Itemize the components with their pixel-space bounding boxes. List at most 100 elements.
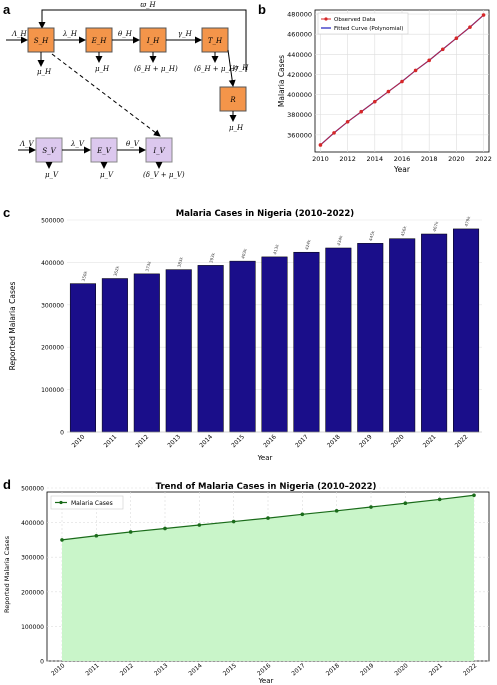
data-point-observed	[359, 109, 364, 114]
legend-label-observed: Observed Data	[334, 17, 375, 23]
compartment-diagram: ϖ_H S_H E_H I_H T_H R Λ_H λ_H θ_H γ_H σ_…	[6, 1, 249, 179]
legend-marker-observed	[324, 17, 328, 21]
y-tick-label: 400000	[41, 260, 64, 267]
data-point-observed	[373, 99, 377, 104]
data-point	[300, 512, 305, 517]
y-tick-label: 360000	[287, 131, 312, 139]
x-tick-label: 2012	[339, 155, 356, 163]
x-tick-label: 2018	[325, 662, 341, 677]
y-axis-label: Malaria Cases	[277, 55, 286, 107]
y-tick-label: 100000	[41, 387, 64, 394]
x-tick-label: 2020	[448, 155, 465, 163]
vector-ei-label: θ_V	[126, 140, 140, 148]
x-tick-label: 2021	[422, 433, 438, 449]
data-point-observed	[332, 131, 336, 135]
bar-data-label: 373k	[144, 260, 152, 272]
node-label: R	[229, 96, 236, 104]
panel-label-c: c	[3, 205, 11, 220]
x-tick-label: 2012	[134, 433, 150, 449]
legend-marker	[59, 500, 63, 505]
node-label: S_V	[42, 147, 56, 155]
data-point-observed	[400, 79, 404, 84]
flow-it-label: γ_H	[178, 30, 193, 38]
data-point-observed	[481, 13, 486, 17]
legend-label-fitted: Fitted Curve (Polynomial)	[334, 26, 403, 32]
bar-data-label: 403k	[240, 247, 248, 259]
bar	[293, 251, 320, 433]
x-tick-label: 2020	[393, 662, 409, 677]
data-point-observed	[345, 119, 350, 124]
x-tick-label: 2017	[290, 662, 306, 677]
bar	[421, 233, 448, 433]
data-point-observed	[318, 143, 323, 147]
y-tick-label: 0	[60, 430, 64, 437]
chart-title: Trend of Malaria Cases in Nigeria (2010–…	[156, 482, 377, 492]
x-tick-label: 2012	[119, 662, 135, 677]
data-point	[266, 516, 270, 520]
x-axis-label: Year	[258, 677, 274, 685]
data-point	[128, 530, 133, 534]
area-fill	[62, 495, 474, 661]
x-tick-label: 2022	[462, 662, 478, 677]
data-point	[197, 523, 202, 527]
bar	[69, 283, 96, 433]
x-tick-label: 2010	[71, 433, 87, 449]
node-label: S_H	[34, 37, 49, 45]
chart-title: Malaria Cases in Nigeria (2010–2022)	[176, 209, 355, 219]
plot-area	[46, 491, 490, 662]
bar	[197, 265, 224, 433]
panel-label-a: a	[3, 2, 11, 17]
y-tick-label: 100000	[21, 624, 44, 631]
bar	[165, 269, 192, 433]
bar-data-label: 350k	[81, 270, 89, 282]
x-tick-label: 2018	[326, 433, 342, 449]
y-axis-label: Reported Malaria Cases	[8, 282, 17, 371]
outflow-s-label: μ_H	[37, 68, 52, 76]
x-tick-label: 2010	[312, 155, 329, 163]
bar	[325, 247, 352, 433]
data-point-observed	[413, 68, 418, 73]
series-line	[61, 494, 475, 541]
vector-outflow-i-label: (δ_V + μ_V)	[143, 171, 185, 179]
x-tick-label: 2011	[84, 662, 100, 677]
node-E_H: E_H	[85, 27, 113, 53]
y-tick-label: 300000	[21, 555, 44, 562]
bar-data-label: 393k	[208, 252, 216, 264]
legend-box	[317, 12, 409, 35]
plot-area	[314, 9, 490, 153]
bar-data-label: 456k	[400, 225, 408, 237]
x-axis-label: Year	[393, 165, 411, 174]
data-point	[60, 538, 64, 542]
bar-data-label: 434k	[336, 234, 344, 246]
x-tick-label: 2014	[198, 433, 214, 449]
bar-data-label: 362k	[113, 265, 121, 277]
node-T_H: T_H	[201, 27, 229, 53]
flow-se-label: λ_H	[62, 30, 78, 38]
x-tick-label: 2016	[256, 662, 272, 677]
bar-data-label: 413k	[272, 243, 280, 255]
node-R: R	[219, 86, 247, 112]
data-point	[472, 493, 476, 498]
data-point	[231, 519, 236, 524]
feedback-label: ϖ_H	[140, 1, 156, 9]
bar	[261, 256, 288, 433]
outflow-e-label: μ_H	[95, 65, 110, 73]
bar-data-label: 467k	[432, 220, 440, 232]
bar	[389, 238, 416, 433]
x-tick-label: 2013	[166, 433, 182, 449]
y-tick-label: 400000	[21, 520, 44, 527]
outflow-t-label: (δ_H + μ_H)	[194, 65, 238, 73]
bar-data-label: 479k	[464, 215, 472, 227]
data-point-observed	[386, 89, 391, 94]
data-point-observed	[454, 36, 459, 40]
panel-label-d: d	[3, 477, 11, 492]
series-line-fitted	[320, 14, 484, 146]
outflow-r-label: μ_H	[229, 124, 244, 132]
x-tick-label: 2019	[359, 662, 375, 677]
node-label: I_V	[152, 147, 165, 155]
y-tick-label: 480000	[287, 11, 312, 19]
y-tick-label: 440000	[287, 51, 312, 59]
bar	[357, 243, 384, 433]
x-tick-label: 2019	[358, 433, 374, 449]
node-label: E_V	[96, 147, 112, 155]
